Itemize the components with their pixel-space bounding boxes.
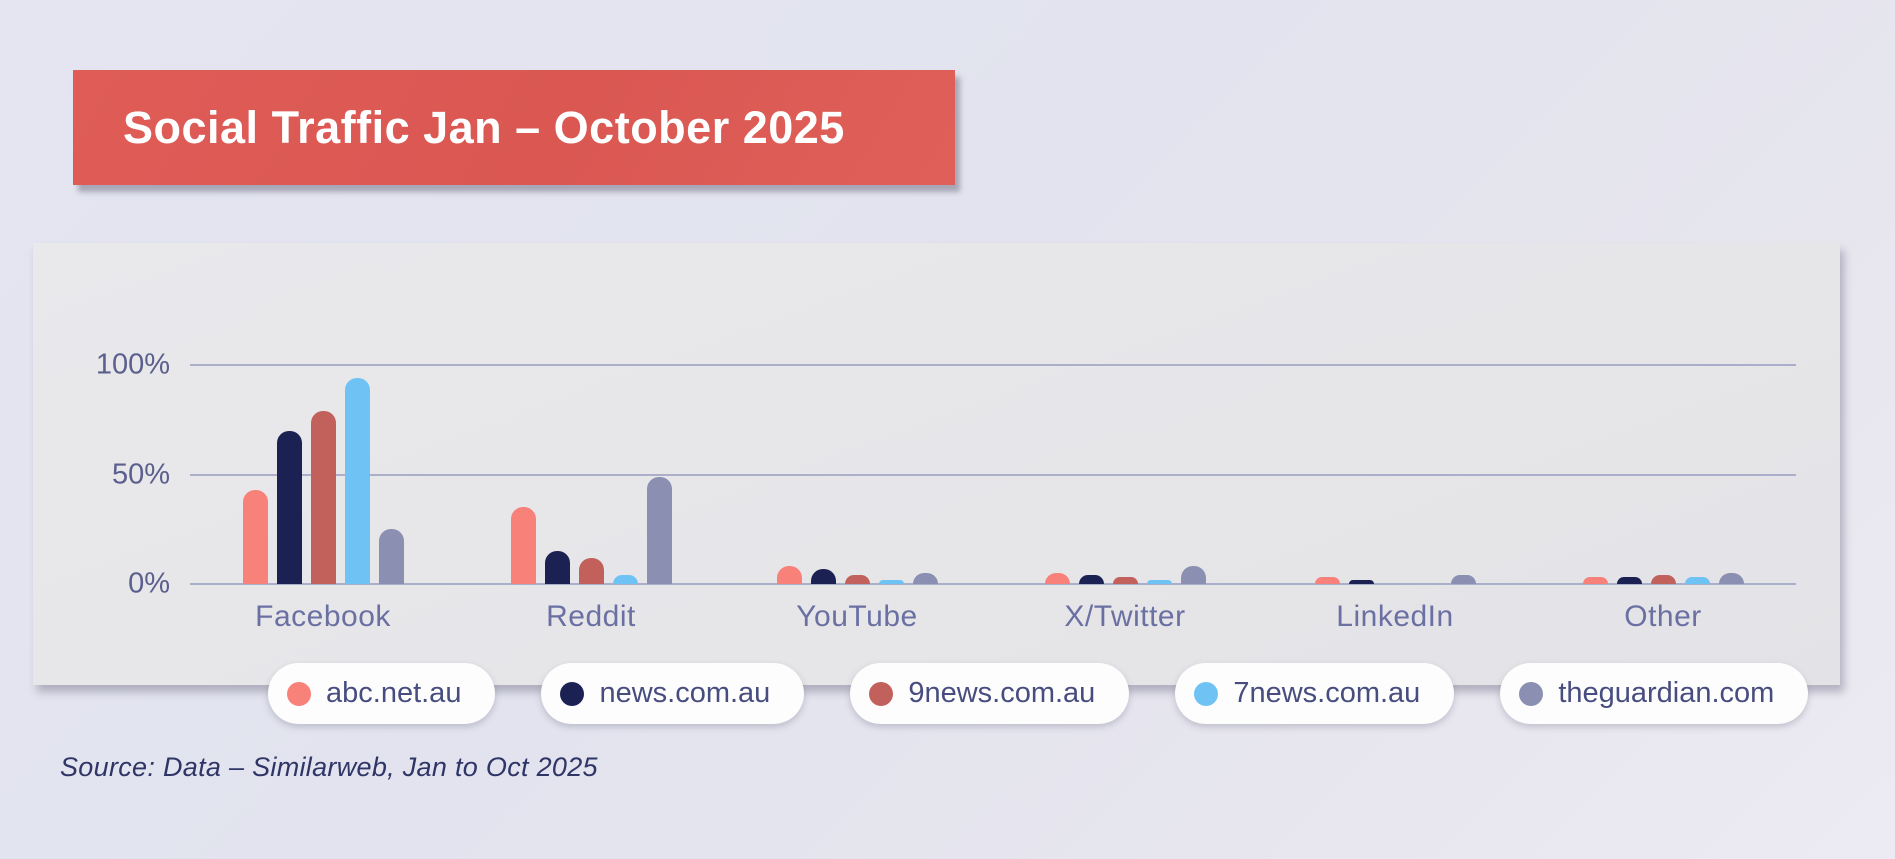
bar-theguardian-com-x-twitter [1180,566,1206,584]
bar-theguardian-com-reddit [646,477,672,584]
bar-theguardian-com-youtube [912,573,938,584]
legend-label: 7news.com.au [1233,677,1421,709]
bar-7news-com-au-reddit [612,575,638,584]
legend-item-abc-net-au: abc.net.au [268,663,496,724]
x-axis-category-label: Facebook [255,600,391,633]
chart-legend: abc.net.au news.com.au 9news.com.au 7news.c… [268,663,1809,724]
bar-news-com-au-facebook [276,431,302,584]
bar-news-com-au-x-twitter [1078,575,1104,584]
y-axis-label: 50% [111,458,170,490]
x-axis-category-label: LinkedIn [1336,600,1454,633]
legend-item-9news-com-au: 9news.com.au [850,663,1130,724]
source-caption: Source: Data – Similarweb, Jan to Oct 20… [60,752,598,782]
bar-group-facebook [242,354,404,584]
bar-abc-net-au-x-twitter [1044,573,1070,584]
x-axis-category-label: X/Twitter [1064,600,1186,633]
legend-label: 9news.com.au [908,677,1096,709]
bar-7news-com-au-facebook [344,378,370,584]
bar-news-com-au-youtube [810,569,836,584]
gridline-50% [190,473,1796,476]
gridline-100% [190,364,1796,366]
bar-9news-com-au-facebook [310,411,336,584]
bar-news-com-au-reddit [544,551,570,584]
bar-7news-com-au-x-twitter [1146,580,1172,584]
legend-color-dot [560,681,585,706]
bar-group-youtube [776,354,938,584]
legend-item-7news-com-au: 7news.com.au [1175,663,1455,724]
bar-theguardian-com-other [1718,573,1744,584]
bar-abc-net-au-reddit [510,507,536,584]
legend-item-news-com-au: news.com.au [541,663,805,724]
bar-group-other [1582,354,1744,584]
bar-9news-com-au-reddit [578,558,604,584]
bar-abc-net-au-linkedin [1314,577,1340,584]
bar-abc-net-au-youtube [776,566,802,584]
title-banner: Social Traffic Jan – October 2025 [73,70,955,185]
legend-color-dot [869,681,894,706]
bar-group-linkedin [1314,354,1476,584]
legend-color-dot [1194,681,1219,706]
bar-group-reddit [510,354,672,584]
y-axis-label: 100% [95,348,170,381]
legend-label: theguardian.com [1558,677,1775,709]
legend-color-dot [287,681,311,706]
bar-theguardian-com-facebook [378,529,404,584]
bar-9news-com-au-x-twitter [1112,577,1138,584]
y-axis-label: 0% [128,567,170,600]
bar-abc-net-au-facebook [242,490,268,584]
x-axis-category-label: Other [1624,600,1702,633]
bar-7news-com-au-youtube [878,580,904,584]
page-title: Social Traffic Jan – October 2025 [123,101,845,153]
bar-9news-com-au-youtube [844,575,870,584]
x-axis-category-label: YouTube [796,600,918,633]
bar-7news-com-au-other [1684,577,1710,584]
legend-label: news.com.au [599,677,771,709]
legend-item-theguardian-com: theguardian.com [1500,663,1809,724]
chart-panel: 100% 50% 0% Facebook Reddit YouTube X/Twitter L… [33,243,1840,685]
gridline-0% [190,583,1796,585]
x-axis-category-label: Reddit [546,600,636,633]
legend-color-dot [1519,681,1544,706]
bar-group-x-twitter [1044,354,1206,584]
bar-chart-plot-area: 100% 50% 0% Facebook Reddit YouTube X/Twitter L… [33,243,1840,685]
legend-label: abc.net.au [326,677,462,709]
bar-abc-net-au-other [1582,577,1608,584]
bar-news-com-au-linkedin [1348,580,1374,584]
bar-news-com-au-other [1616,577,1642,584]
bar-theguardian-com-linkedin [1450,575,1476,584]
bar-9news-com-au-other [1650,575,1676,584]
